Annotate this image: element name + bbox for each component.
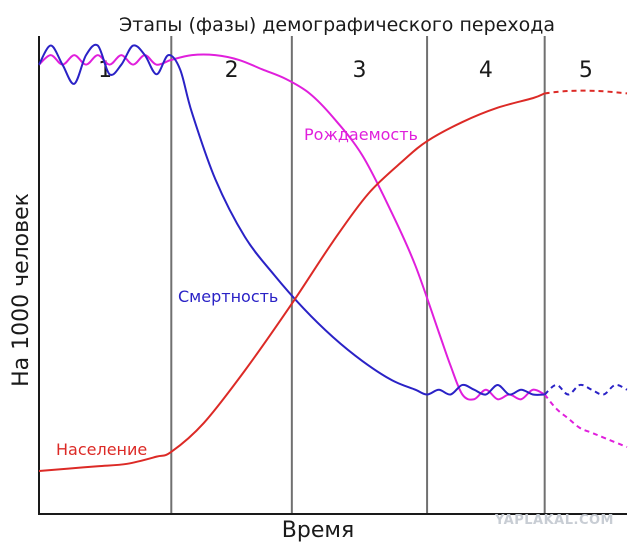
x-axis-label: Время [282, 518, 354, 543]
y-axis-label: На 1000 человек [9, 193, 34, 387]
series-projection-population [544, 89, 628, 95]
series-line-birth-rate [38, 53, 546, 401]
stage-label-4: 4 [479, 58, 493, 83]
series-projection-birth-rate [543, 393, 628, 449]
stage-label-5: 5 [579, 58, 593, 83]
series-line-death-rate [38, 43, 545, 396]
stage-label-3: 3 [352, 58, 366, 83]
series-projection-death-rate [543, 383, 628, 396]
watermark: YAPLAKAL.COM [494, 513, 614, 528]
series-layer [38, 43, 628, 472]
series-label-death-rate: Смертность [178, 287, 278, 306]
stage-boundaries [170, 36, 546, 514]
series-label-birth-rate: Рождаемость [304, 125, 418, 144]
series-label-population: Население [56, 440, 147, 459]
series-line-population [38, 92, 546, 472]
chart-title: Этапы (фазы) демографического перехода [119, 14, 555, 36]
stage-label-2: 2 [225, 58, 239, 83]
